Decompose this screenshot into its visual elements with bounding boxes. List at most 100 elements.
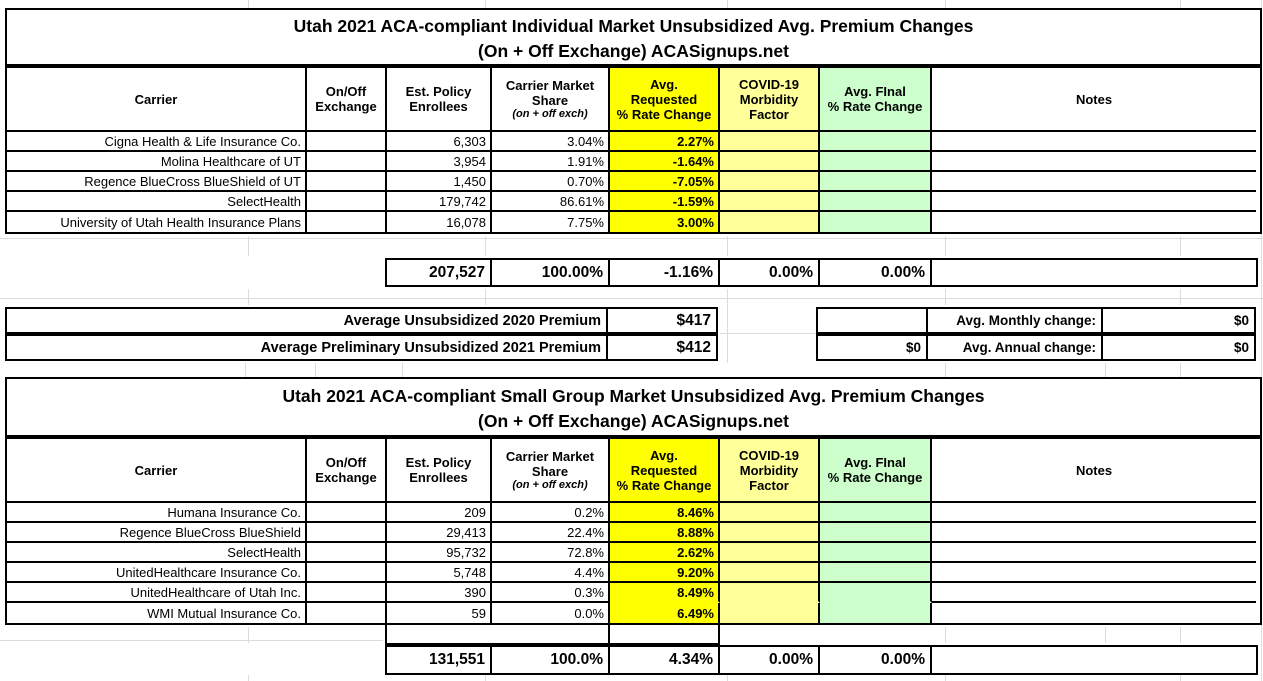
cell-change-value[interactable]: $0 — [1101, 334, 1256, 361]
cell-change-label[interactable]: Avg. Annual change: — [926, 334, 1103, 361]
cell-morbidity[interactable] — [720, 523, 820, 543]
cell-final[interactable] — [820, 603, 932, 623]
cell-final[interactable] — [820, 543, 932, 563]
cell-morbidity[interactable] — [720, 152, 820, 172]
column-header-enrollees[interactable]: Est. Policy Enrollees — [387, 68, 492, 132]
cell-exchange[interactable] — [307, 212, 387, 232]
cell-total-final[interactable]: 0.00% — [818, 258, 932, 287]
cell-requested[interactable]: 2.27% — [610, 132, 720, 152]
column-header-final[interactable]: Avg. FInal % Rate Change — [820, 68, 932, 132]
cell-final[interactable] — [820, 563, 932, 583]
small-group-title[interactable]: Utah 2021 ACA-compliant Small Group Mark… — [5, 377, 1262, 437]
cell-final[interactable] — [820, 172, 932, 192]
cell-exchange[interactable] — [307, 543, 387, 563]
column-header-carrier[interactable]: Carrier — [7, 439, 307, 503]
column-header-share[interactable]: Carrier Market Share (on + off exch) — [492, 68, 610, 132]
cell-blank[interactable] — [608, 623, 720, 645]
cell-total-notes[interactable] — [930, 645, 1258, 675]
cell-total-enrollees[interactable]: 207,527 — [385, 258, 492, 287]
cell-exchange[interactable] — [307, 563, 387, 583]
cell-share[interactable]: 86.61% — [492, 192, 610, 212]
column-header-notes[interactable]: Notes — [932, 68, 1256, 132]
cell-carrier[interactable]: University of Utah Health Insurance Plan… — [7, 212, 307, 232]
cell-morbidity[interactable] — [720, 503, 820, 523]
cell-requested[interactable]: 9.20% — [610, 563, 720, 583]
column-header-carrier[interactable]: Carrier — [7, 68, 307, 132]
cell-notes[interactable] — [932, 192, 1256, 212]
cell-exchange[interactable] — [307, 172, 387, 192]
cell-requested[interactable]: 2.62% — [610, 543, 720, 563]
cell-notes[interactable] — [932, 212, 1256, 232]
cell-carrier[interactable]: Molina Healthcare of UT — [7, 152, 307, 172]
cell-morbidity[interactable] — [720, 543, 820, 563]
cell-total-enrollees[interactable]: 131,551 — [385, 645, 492, 675]
cell-final[interactable] — [820, 192, 932, 212]
cell-share[interactable]: 7.75% — [492, 212, 610, 232]
cell-share[interactable]: 0.2% — [492, 503, 610, 523]
cell-total-requested[interactable]: -1.16% — [608, 258, 720, 287]
cell-requested[interactable]: 6.49% — [610, 603, 720, 623]
cell-final[interactable] — [820, 523, 932, 543]
cell-total-requested[interactable]: 4.34% — [608, 645, 720, 675]
cell-share[interactable]: 0.70% — [492, 172, 610, 192]
cell-exchange[interactable] — [307, 132, 387, 152]
cell-share[interactable]: 0.0% — [492, 603, 610, 623]
cell-notes[interactable] — [932, 172, 1256, 192]
cell-carrier[interactable]: Regence BlueCross BlueShield — [7, 523, 307, 543]
cell-carrier[interactable]: Regence BlueCross BlueShield of UT — [7, 172, 307, 192]
cell-notes[interactable] — [932, 503, 1256, 523]
cell-morbidity[interactable] — [720, 172, 820, 192]
cell-notes[interactable] — [932, 603, 1256, 623]
cell-carrier[interactable]: SelectHealth — [7, 543, 307, 563]
column-header-share[interactable]: Carrier Market Share (on + off exch) — [492, 439, 610, 503]
cell-carrier[interactable]: UnitedHealthcare of Utah Inc. — [7, 583, 307, 603]
cell-total-notes[interactable] — [930, 258, 1258, 287]
cell-morbidity[interactable] — [720, 583, 820, 603]
cell-total-morbidity[interactable]: 0.00% — [718, 258, 820, 287]
cell-morbidity[interactable] — [720, 603, 820, 623]
cell-requested[interactable]: -1.64% — [610, 152, 720, 172]
cell-share[interactable]: 0.3% — [492, 583, 610, 603]
column-header-exchange[interactable]: On/Off Exchange — [307, 68, 387, 132]
cell-enrollees[interactable]: 6,303 — [387, 132, 492, 152]
cell-carrier[interactable]: SelectHealth — [7, 192, 307, 212]
cell-carrier[interactable]: WMI Mutual Insurance Co. — [7, 603, 307, 623]
cell-enrollees[interactable]: 29,413 — [387, 523, 492, 543]
cell-final[interactable] — [820, 212, 932, 232]
cell-morbidity[interactable] — [720, 563, 820, 583]
cell-notes[interactable] — [932, 132, 1256, 152]
cell-carrier[interactable]: Cigna Health & Life Insurance Co. — [7, 132, 307, 152]
cell-final[interactable] — [820, 152, 932, 172]
cell-share[interactable]: 3.04% — [492, 132, 610, 152]
cell-morbidity[interactable] — [720, 132, 820, 152]
cell-share[interactable]: 1.91% — [492, 152, 610, 172]
cell-share[interactable]: 22.4% — [492, 523, 610, 543]
cell-requested[interactable]: 3.00% — [610, 212, 720, 232]
cell-premium-final[interactable] — [816, 307, 928, 334]
cell-total-share[interactable]: 100.00% — [490, 258, 610, 287]
cell-morbidity[interactable] — [720, 192, 820, 212]
cell-total-final[interactable]: 0.00% — [818, 645, 932, 675]
column-header-final[interactable]: Avg. FInal % Rate Change — [820, 439, 932, 503]
cell-exchange[interactable] — [307, 152, 387, 172]
cell-requested[interactable]: 8.88% — [610, 523, 720, 543]
cell-enrollees[interactable]: 390 — [387, 583, 492, 603]
column-header-exchange[interactable]: On/Off Exchange — [307, 439, 387, 503]
cell-final[interactable] — [820, 132, 932, 152]
cell-blank[interactable] — [385, 623, 610, 645]
cell-exchange[interactable] — [307, 523, 387, 543]
cell-change-value[interactable]: $0 — [1101, 307, 1256, 334]
cell-total-morbidity[interactable]: 0.00% — [718, 645, 820, 675]
column-header-enrollees[interactable]: Est. Policy Enrollees — [387, 439, 492, 503]
cell-premium-final[interactable]: $0 — [816, 334, 928, 361]
cell-share[interactable]: 72.8% — [492, 543, 610, 563]
cell-premium-value[interactable]: $412 — [606, 334, 718, 361]
column-header-requested[interactable]: Avg. Requested % Rate Change — [610, 68, 720, 132]
cell-exchange[interactable] — [307, 583, 387, 603]
cell-premium-label[interactable]: Average Preliminary Unsubsidized 2021 Pr… — [5, 334, 608, 361]
cell-notes[interactable] — [932, 543, 1256, 563]
cell-enrollees[interactable]: 3,954 — [387, 152, 492, 172]
cell-notes[interactable] — [932, 583, 1256, 603]
cell-morbidity[interactable] — [720, 212, 820, 232]
cell-requested[interactable]: 8.46% — [610, 503, 720, 523]
